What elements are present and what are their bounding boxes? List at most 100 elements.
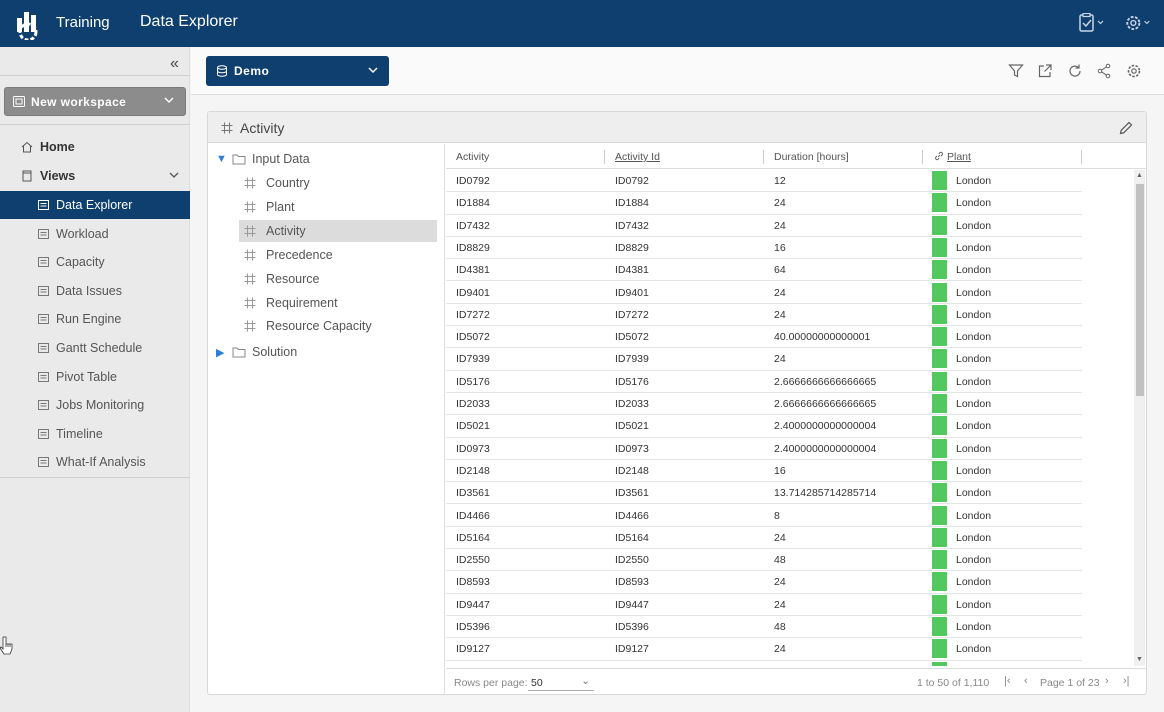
cell-activity-id[interactable]: ID4466 (615, 509, 649, 522)
sidebar-item-pivot-table[interactable]: Pivot Table (0, 363, 190, 391)
tree-node-resource-capacity[interactable]: Resource Capacity (239, 315, 437, 337)
cell-activity-id[interactable]: ID3561 (615, 487, 649, 500)
cell-duration[interactable]: 16 (774, 241, 786, 254)
table-row[interactable]: ID9447 ID9447 24 London (446, 594, 1082, 616)
cell-activity-id[interactable]: ID1884 (615, 197, 649, 210)
tree-node-resource[interactable]: Resource (239, 268, 437, 290)
cell-duration[interactable]: 48 (774, 554, 786, 567)
sidebar-item-gantt-schedule[interactable]: Gantt Schedule (0, 334, 190, 362)
cell-plant[interactable]: London (956, 554, 992, 567)
cell-plant[interactable]: London (956, 531, 992, 544)
table-row[interactable]: ID9127 ID9127 24 London (446, 638, 1082, 661)
share-icon[interactable] (1096, 63, 1112, 79)
table-row[interactable]: ID5021 ID5021 2.4000000000000004 London (446, 415, 1082, 438)
table-row[interactable]: ID7432 ID7432 24 London (446, 215, 1082, 237)
datasource-select[interactable]: Demo (206, 56, 389, 86)
cell-duration[interactable]: 24 (774, 576, 786, 589)
cell-activity[interactable]: ID1884 (456, 197, 490, 210)
sidebar-item-capacity[interactable]: Capacity (0, 248, 190, 276)
column-separator[interactable] (922, 150, 923, 164)
column-separator[interactable] (604, 150, 605, 164)
cell-plant[interactable]: London (956, 442, 992, 455)
cell-activity-id[interactable]: ID9127 (615, 643, 649, 656)
cell-activity-id[interactable]: ID4381 (615, 264, 649, 277)
cell-duration[interactable]: 8 (774, 509, 780, 522)
cell-plant[interactable]: London (956, 308, 992, 321)
cell-activity-id[interactable]: ID0792 (615, 175, 649, 187)
cell-activity[interactable]: ID5176 (456, 375, 490, 388)
new-workspace-button[interactable]: New workspace (4, 87, 186, 116)
table-row[interactable]: ID4466 ID4466 8 London (446, 505, 1082, 527)
table-row[interactable]: ID7272 ID7272 24 London (446, 304, 1082, 327)
cell-activity[interactable]: ID7939 (456, 353, 490, 366)
column-header-activity-id[interactable]: Activity Id (615, 151, 660, 163)
cell-duration[interactable]: 24 (774, 531, 786, 544)
table-row[interactable]: ID9401 ID9401 24 London (446, 282, 1082, 304)
table-row[interactable]: ID0973 ID0973 2.4000000000000004 London (446, 438, 1082, 460)
cell-activity[interactable]: ID0973 (456, 442, 490, 455)
cell-activity-id[interactable]: ID8593 (615, 576, 649, 589)
next-page-icon[interactable]: › (1105, 675, 1109, 687)
cell-activity-id[interactable]: ID2033 (615, 398, 649, 410)
cell-activity[interactable]: ID5072 (456, 331, 490, 344)
scrollbar-thumb[interactable] (1136, 184, 1144, 396)
table-row[interactable]: ID2148 ID2148 16 London (446, 460, 1082, 483)
cell-plant[interactable]: London (956, 264, 992, 277)
cell-plant[interactable]: London (956, 331, 992, 344)
expanded-triangle-icon[interactable]: ▼ (216, 153, 227, 165)
cell-activity[interactable]: ID5021 (456, 420, 490, 433)
cell-plant[interactable]: London (956, 576, 992, 589)
cell-duration[interactable]: 24 (774, 219, 786, 232)
cell-duration[interactable]: 16 (774, 464, 786, 477)
cell-duration[interactable]: 24 (774, 353, 786, 366)
cell-duration[interactable]: 24 (774, 598, 786, 611)
filter-icon[interactable] (1008, 63, 1024, 79)
tree-node-plant[interactable]: Plant (239, 196, 437, 218)
cell-activity[interactable]: ID4381 (456, 264, 490, 277)
app-name[interactable]: Training (56, 14, 110, 31)
cell-duration[interactable]: 24 (774, 308, 786, 321)
cell-activity[interactable]: ID7272 (456, 308, 490, 321)
sidebar-item-timeline[interactable]: Timeline (0, 420, 190, 448)
scroll-down-arrow-icon[interactable]: ▼ (1136, 656, 1143, 663)
settings-gear-icon[interactable] (1124, 13, 1152, 33)
app-logo-icon[interactable] (14, 8, 42, 40)
cell-activity[interactable]: ID3561 (456, 487, 490, 500)
table-row[interactable]: ID5176 ID5176 2.6666666666666665 London (446, 371, 1082, 393)
table-row[interactable]: ID5164 ID5164 24 London (446, 527, 1082, 550)
cell-duration[interactable]: 24 (774, 286, 786, 299)
cell-activity[interactable]: ID8829 (456, 241, 490, 254)
cell-activity-id[interactable]: ID5072 (615, 331, 649, 344)
table-row[interactable]: ID3561 ID3561 13.714285714285714 London (446, 482, 1082, 505)
cell-duration[interactable]: 2.4000000000000004 (774, 420, 877, 433)
cell-plant[interactable]: London (956, 219, 992, 232)
table-row[interactable]: ID0792 ID0792 12 London (446, 170, 1082, 193)
clipboard-check-icon[interactable] (1078, 13, 1106, 33)
cell-duration[interactable]: 12 (774, 175, 786, 187)
cell-activity[interactable]: ID8593 (456, 576, 490, 589)
rows-per-page-select[interactable]: 50 ⌄ (528, 673, 594, 691)
column-header-duration[interactable]: Duration [hours] (774, 151, 849, 163)
sidebar-item-what-if-analysis[interactable]: What-If Analysis (0, 448, 190, 476)
cell-activity-id[interactable]: ID7939 (615, 353, 649, 366)
refresh-icon[interactable] (1067, 63, 1083, 79)
edit-pencil-icon[interactable] (1118, 120, 1134, 136)
cell-plant[interactable]: London (956, 487, 992, 500)
scroll-up-arrow-icon[interactable]: ▲ (1136, 172, 1143, 179)
sidebar-item-data-issues[interactable]: Data Issues (0, 277, 190, 305)
cell-activity-id[interactable]: ID5396 (615, 621, 649, 633)
cell-activity-id[interactable]: ID2148 (615, 464, 649, 477)
cell-plant[interactable]: London (956, 175, 992, 187)
cell-activity-id[interactable]: ID9447 (615, 598, 649, 611)
nav-home[interactable]: Home (0, 133, 190, 161)
settings-gear-icon[interactable] (1126, 63, 1142, 79)
cell-plant[interactable]: London (956, 197, 992, 210)
cell-activity[interactable]: ID5396 (456, 621, 490, 633)
table-row[interactable]: ID1884 ID1884 24 London (446, 192, 1082, 215)
cell-activity[interactable]: ID4466 (456, 509, 490, 522)
cell-plant[interactable]: London (956, 241, 992, 254)
cell-duration[interactable]: 64 (774, 264, 786, 277)
cell-duration[interactable]: 24 (774, 197, 786, 210)
tree-node-activity[interactable]: Activity (239, 219, 437, 242)
tree-node-solution[interactable]: ▶ Solution (216, 341, 297, 363)
